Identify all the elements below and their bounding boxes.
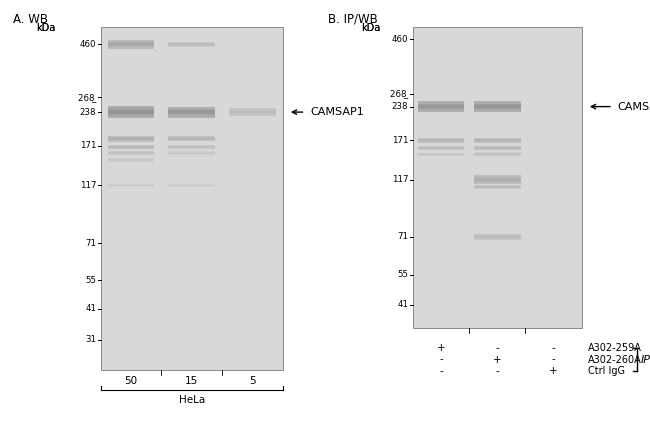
Text: -: - [552, 354, 556, 365]
Text: 117: 117 [80, 181, 96, 190]
Text: Ctrl IgG: Ctrl IgG [588, 366, 625, 376]
Text: 5: 5 [249, 376, 255, 387]
Text: 71: 71 [85, 239, 96, 248]
Text: 55: 55 [85, 276, 96, 285]
Text: 41: 41 [85, 304, 96, 313]
Text: HeLa: HeLa [179, 395, 205, 405]
Text: A302-259A: A302-259A [588, 343, 642, 353]
Text: 238: 238 [392, 102, 408, 111]
Text: +: + [437, 343, 445, 353]
Text: 171: 171 [392, 136, 408, 145]
Text: IP: IP [640, 354, 650, 365]
Bar [108, 106, 155, 118]
Text: -: - [495, 343, 499, 353]
Bar [474, 137, 521, 143]
Bar [168, 184, 215, 187]
Text: CAMSAP1: CAMSAP1 [618, 102, 650, 112]
Text: kDa: kDa [36, 23, 55, 33]
Bar [474, 175, 521, 184]
Text: 117: 117 [392, 175, 408, 184]
Text: 71: 71 [397, 232, 408, 242]
Text: 171: 171 [80, 141, 96, 151]
Bar [417, 101, 464, 112]
Text: 268 ̲: 268 ̲ [78, 93, 96, 102]
Text: +: + [493, 354, 502, 365]
Bar [474, 101, 521, 112]
Bar [168, 42, 215, 47]
Text: 460: 460 [80, 40, 96, 49]
Text: 41: 41 [397, 300, 408, 309]
Bar [474, 185, 521, 189]
Bar [417, 146, 464, 150]
Bar [168, 146, 215, 149]
Bar [108, 151, 155, 155]
Bar [168, 107, 215, 118]
Bar [108, 145, 155, 149]
Bar [108, 184, 155, 187]
Bar [168, 136, 215, 141]
Text: 460: 460 [392, 35, 408, 44]
Text: 268 ̲: 268 ̲ [390, 89, 408, 99]
Text: -: - [439, 354, 443, 365]
Text: CAMSAP1: CAMSAP1 [310, 107, 364, 117]
Text: -: - [439, 366, 443, 376]
Text: 15: 15 [185, 376, 198, 387]
Text: A. WB: A. WB [13, 13, 48, 26]
Bar [413, 27, 582, 328]
Text: -: - [495, 366, 499, 376]
Text: 238: 238 [80, 107, 96, 117]
Bar [417, 138, 464, 143]
Bar [474, 234, 521, 239]
Bar [101, 27, 283, 370]
Bar [474, 146, 521, 150]
Bar [474, 152, 521, 156]
Text: A302-260A: A302-260A [588, 354, 642, 365]
Text: 55: 55 [397, 270, 408, 280]
Bar [108, 136, 155, 142]
Text: +: + [549, 366, 558, 376]
Bar [108, 158, 155, 162]
Text: kDa: kDa [361, 23, 380, 33]
Text: -: - [552, 343, 556, 353]
Text: 31: 31 [85, 335, 96, 344]
Bar [229, 108, 276, 116]
Text: kDa: kDa [36, 23, 55, 33]
Bar [108, 40, 155, 49]
Text: B. IP/WB: B. IP/WB [328, 13, 378, 26]
Text: kDa: kDa [361, 23, 380, 33]
Text: 50: 50 [125, 376, 138, 387]
Bar [168, 151, 215, 155]
Bar [417, 153, 464, 156]
